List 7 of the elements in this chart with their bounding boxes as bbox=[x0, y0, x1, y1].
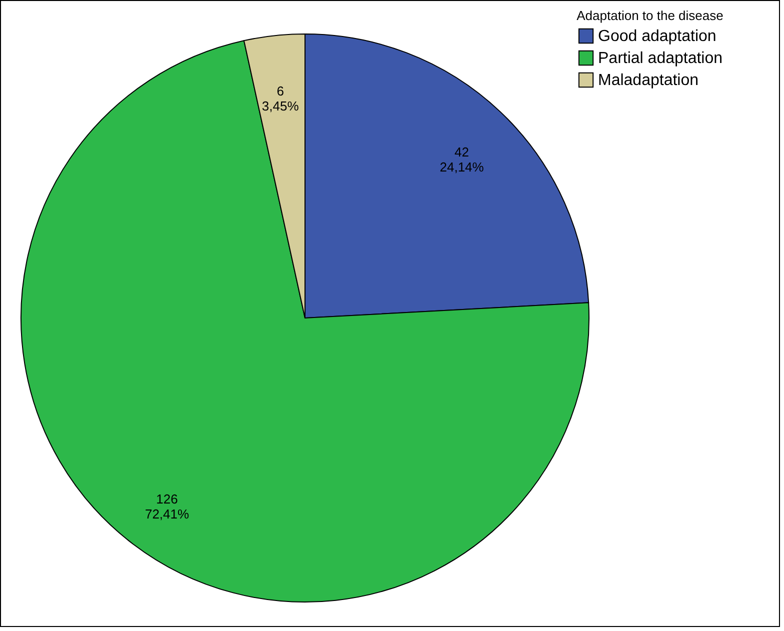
data-label: 126 72,41% bbox=[144, 492, 190, 522]
legend-label: Maladaptation bbox=[598, 72, 699, 89]
data-label: 42 24,14% bbox=[440, 144, 484, 174]
legend-title: Adaptation to the disease bbox=[576, 8, 724, 23]
legend-label: Partial adaptation bbox=[598, 50, 723, 67]
data-label: 6 3,45% bbox=[262, 83, 300, 114]
legend-label: Good adaptation bbox=[598, 28, 716, 45]
